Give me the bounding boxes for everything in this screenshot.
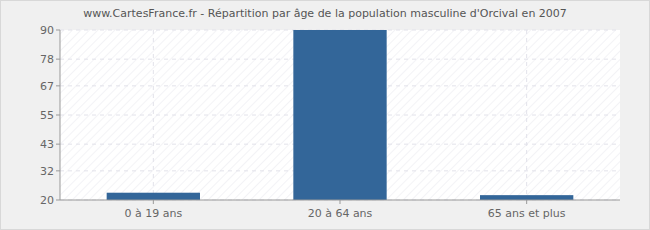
tick-mark (153, 200, 154, 204)
tick-mark (340, 200, 341, 204)
tick-mark (56, 200, 60, 201)
y-tick-label: 78 (40, 53, 54, 66)
plot-area (60, 30, 620, 200)
tick-mark (56, 115, 60, 116)
y-tick-label: 90 (40, 24, 54, 37)
tick-mark (56, 85, 60, 86)
tick-mark (526, 200, 527, 204)
chart-container: www.CartesFrance.fr - Répartition par âg… (0, 0, 650, 230)
chart-svg: www.CartesFrance.fr - Répartition par âg… (0, 0, 650, 230)
y-tick-label: 20 (40, 194, 54, 207)
grid-line (153, 30, 154, 200)
bar (480, 195, 573, 200)
y-axis (60, 30, 61, 200)
bars (107, 30, 574, 200)
x-tick-label: 20 à 64 ans (308, 207, 373, 220)
x-tick-label: 65 ans et plus (488, 207, 566, 220)
tick-mark (56, 170, 60, 171)
y-tick-label: 43 (40, 138, 54, 151)
y-tick-label: 32 (40, 165, 54, 178)
tick-mark (56, 30, 60, 31)
background (1, 1, 650, 230)
grid-line (526, 30, 527, 200)
title: www.CartesFrance.fr - Répartition par âg… (83, 7, 567, 20)
bar (293, 30, 386, 200)
tick-mark (56, 59, 60, 60)
y-tick-label: 67 (40, 80, 54, 93)
tick-mark (56, 144, 60, 145)
y-tick-label: 55 (40, 109, 54, 122)
x-tick-label: 0 à 19 ans (124, 207, 182, 220)
bar (107, 193, 200, 200)
